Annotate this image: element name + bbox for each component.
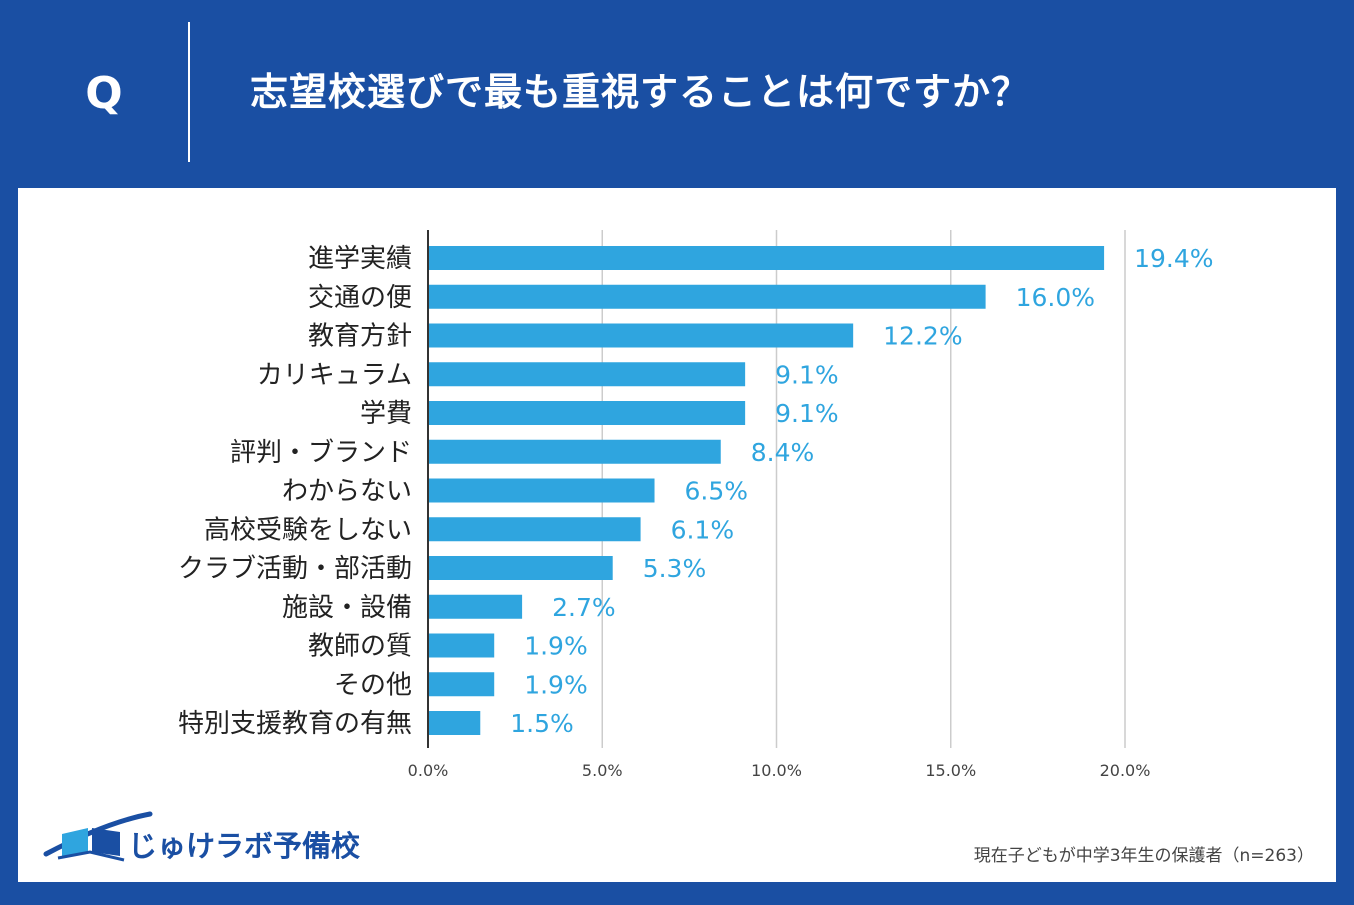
- bar-chart: 0.0% 5.0% 10.0% 15.0% 20.0% 進学実績 19.4% 交通の便 16.0…: [178, 230, 1214, 780]
- bar: [428, 633, 495, 658]
- x-tick-label: 0.0%: [408, 761, 449, 780]
- category-label: カリキュラム: [257, 360, 412, 390]
- bar: [428, 362, 746, 387]
- category-label: その他: [334, 670, 412, 700]
- value-label: 1.5%: [510, 709, 574, 738]
- chart-panel: 0.0% 5.0% 10.0% 15.0% 20.0% 進学実績 19.4% 交通の便 16.0…: [18, 188, 1336, 882]
- category-label: クラブ活動・部活動: [178, 554, 412, 584]
- x-tick-label: 15.0%: [925, 761, 976, 780]
- value-label: 9.1%: [775, 399, 839, 428]
- category-label: 特別支援教育の有無: [178, 709, 412, 739]
- category-label: 高校受験をしない: [204, 515, 412, 545]
- value-label: 6.1%: [671, 515, 735, 544]
- bar: [428, 711, 481, 735]
- bar: [428, 556, 613, 580]
- category-label: 施設・設備: [282, 593, 412, 623]
- value-label: 1.9%: [524, 670, 588, 699]
- x-tick-label: 5.0%: [582, 761, 623, 780]
- bar: [428, 439, 721, 464]
- value-label: 5.3%: [643, 554, 707, 583]
- category-label: 教師の質: [308, 632, 412, 662]
- question-marker: Q: [85, 68, 123, 119]
- bar: [428, 594, 523, 619]
- bar: [428, 401, 746, 425]
- x-tick-label: 20.0%: [1100, 761, 1151, 780]
- value-label: 16.0%: [1016, 283, 1095, 312]
- book-swoosh-icon: [43, 811, 153, 862]
- sample-footnote: 現在子どもが中学3年生の保護者（n=263）: [973, 846, 1314, 866]
- category-label: わからない: [282, 477, 412, 507]
- x-tick-label: 10.0%: [751, 761, 802, 780]
- category-label: 評判・ブランド: [230, 438, 412, 468]
- category-label: 教育方針: [308, 322, 412, 352]
- value-label: 9.1%: [775, 360, 839, 389]
- value-label: 12.2%: [883, 322, 962, 351]
- bar: [428, 478, 655, 503]
- bar: [428, 284, 986, 309]
- value-label: 8.4%: [751, 438, 815, 467]
- value-label: 19.4%: [1134, 244, 1213, 273]
- category-label: 学費: [360, 399, 412, 429]
- category-label: 進学実績: [308, 244, 412, 274]
- logo-wordmark: じゅけラボ予備校: [128, 829, 361, 863]
- bar: [428, 517, 641, 542]
- header-divider: [188, 22, 190, 162]
- bar: [428, 246, 1105, 270]
- value-label: 1.9%: [524, 632, 588, 661]
- header: Q 志望校選びで最も重視することは何ですか？: [0, 0, 1354, 188]
- question-title: 志望校選びで最も重視することは何ですか？: [250, 70, 1031, 114]
- value-label: 2.7%: [552, 593, 616, 622]
- category-label: 交通の便: [308, 283, 412, 313]
- bar: [428, 672, 495, 697]
- value-label: 6.5%: [685, 477, 749, 506]
- bar: [428, 323, 854, 348]
